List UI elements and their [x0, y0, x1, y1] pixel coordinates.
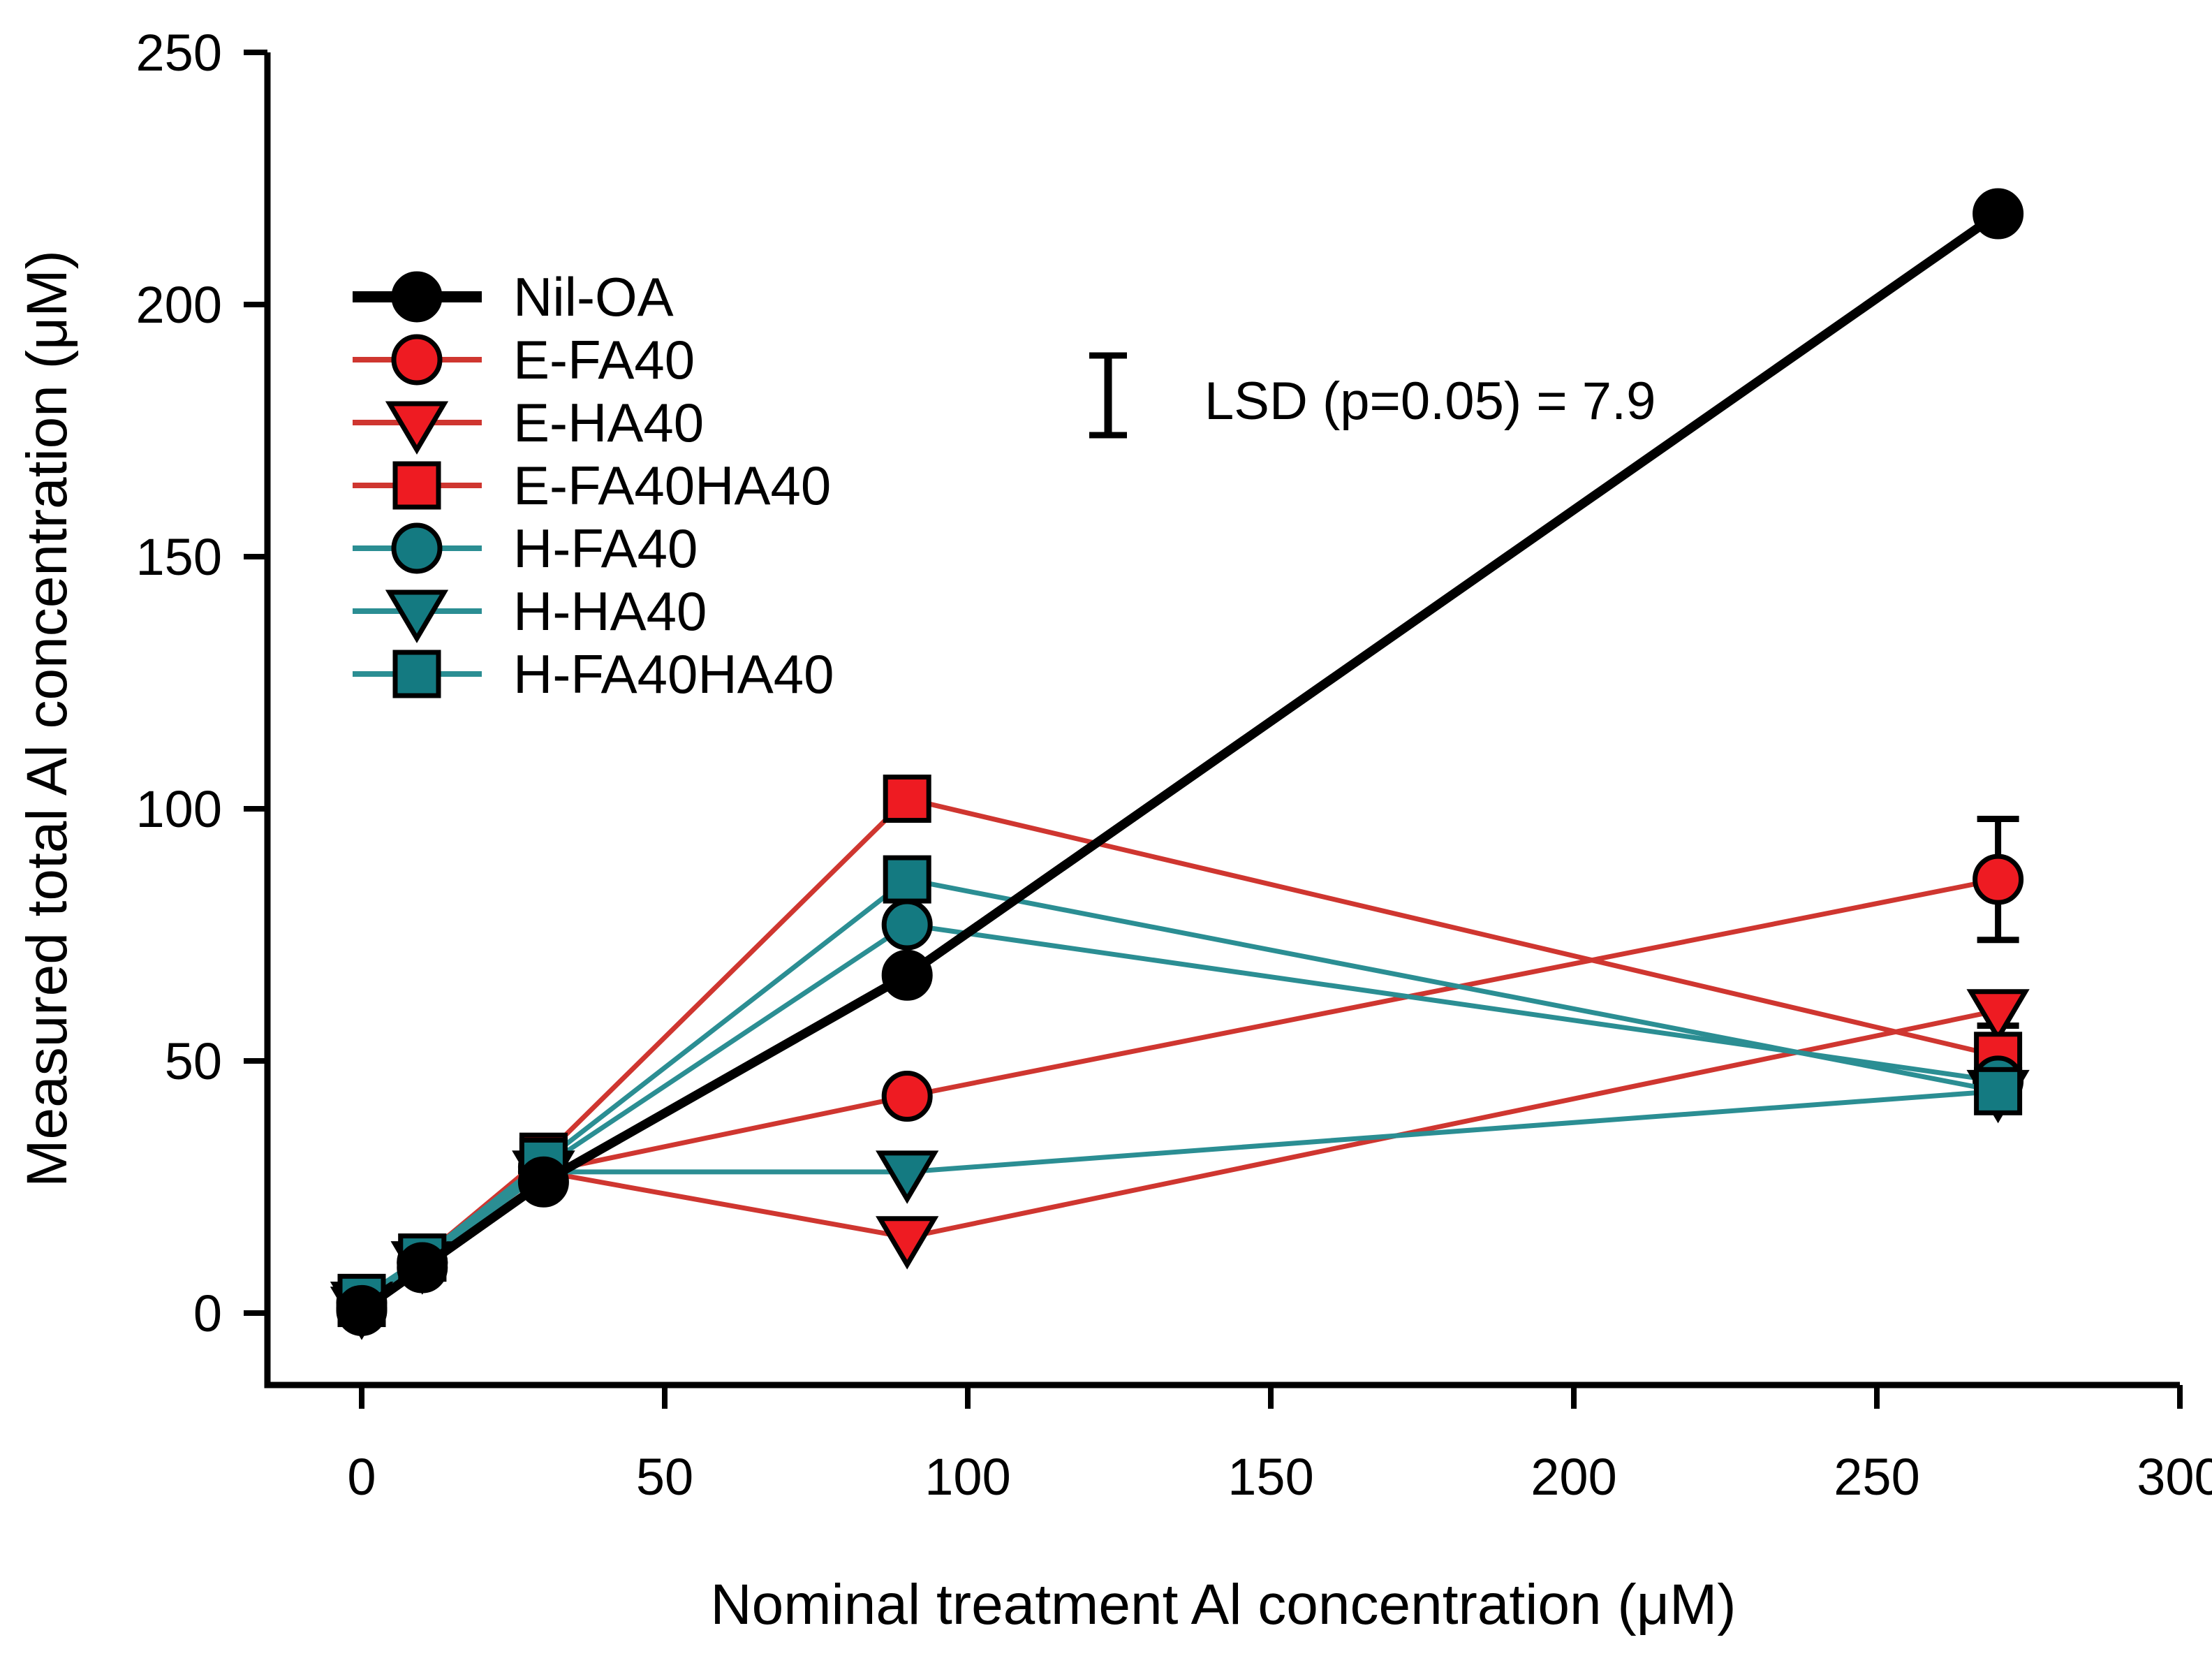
legend-label-Nil-OA: Nil-OA: [513, 266, 674, 328]
legend-item-H-HA40: H-HA40: [353, 580, 707, 643]
plot-series: [330, 188, 2030, 1340]
legend-label-H-FA40HA40: H-FA40HA40: [513, 643, 834, 705]
legend-marker-E-FA40HA40: [392, 461, 441, 510]
marker-Nil-OA-x10: [397, 1242, 448, 1294]
legend-label-H-FA40: H-FA40: [513, 518, 698, 579]
series-line-H-FA40HA40: [360, 877, 1999, 1300]
y-tick-label-150: 150: [136, 528, 222, 586]
x-axis-title: Nominal treatment Al concentration (μM): [710, 1573, 1736, 1636]
series-E-FA40: [336, 815, 2024, 1334]
marker-E-FA40-x90: [881, 1071, 933, 1122]
legend-label-E-FA40HA40: E-FA40HA40: [513, 455, 831, 516]
x-tick-label-100: 100: [924, 1448, 1010, 1506]
marker-H-FA40HA40-x270: [1974, 1067, 2023, 1115]
y-tick-label-250: 250: [136, 24, 222, 82]
y-tick-label-100: 100: [136, 780, 222, 838]
legend-item-Nil-OA: Nil-OA: [353, 266, 674, 328]
marker-E-FA40-x270: [1973, 853, 2024, 905]
legend-item-H-FA40HA40: H-FA40HA40: [353, 643, 834, 705]
legend-marker-H-FA40: [391, 522, 443, 574]
legend-item-H-FA40: H-FA40: [353, 518, 698, 579]
legend-marker-E-HA40: [385, 401, 449, 455]
x-tick-label-200: 200: [1531, 1448, 1616, 1506]
x-tick-label-0: 0: [347, 1448, 376, 1506]
legend-marker-H-HA40: [385, 589, 449, 643]
lsd-error-bar-glyph: [1089, 352, 1127, 439]
legend-marker-Nil-OA: [391, 271, 443, 323]
legend-marker-E-FA40: [391, 334, 443, 386]
marker-Nil-OA-x30: [517, 1156, 569, 1208]
y-tick-label-0: 0: [193, 1284, 222, 1342]
x-tick-label-300: 300: [2137, 1448, 2212, 1506]
marker-E-FA40HA40-x90: [883, 775, 931, 823]
axes-spines: [264, 52, 2180, 1388]
legend-item-E-HA40: E-HA40: [353, 392, 704, 455]
x-tick-label-150: 150: [1227, 1448, 1313, 1506]
axis-ticks: 0 50 100 150 200 250 300 0 50 100 150 200 250: [136, 24, 2212, 1506]
legend-label-E-HA40: E-HA40: [513, 392, 704, 453]
legend-label-E-FA40: E-FA40: [513, 329, 695, 390]
y-tick-label-200: 200: [136, 276, 222, 334]
y-axis-title: Measured total Al concentration (μM): [15, 250, 79, 1187]
legend: Nil-OAE-FA40E-HA40E-FA40HA40H-FA40H-HA40…: [353, 266, 834, 705]
marker-H-FA40HA40-x90: [883, 855, 931, 904]
series-E-FA40HA40: [337, 775, 2023, 1328]
lsd-annotation-text: LSD (p=0.05) = 7.9: [1204, 372, 1656, 431]
series-H-FA40: [336, 899, 2024, 1329]
marker-E-HA40-x90: [876, 1216, 939, 1270]
legend-marker-H-FA40HA40: [392, 650, 441, 698]
marker-Nil-OA-x0: [336, 1284, 388, 1336]
series-line-E-FA40HA40: [360, 796, 1999, 1305]
x-tick-label-50: 50: [636, 1448, 693, 1506]
marker-E-HA40-x270: [1966, 989, 2030, 1043]
marker-Nil-OA-x270: [1973, 188, 2024, 240]
legend-item-E-FA40: E-FA40: [353, 329, 695, 390]
series-Nil-OA: [336, 188, 2024, 1336]
legend-item-E-FA40HA40: E-FA40HA40: [353, 455, 831, 516]
legend-label-H-HA40: H-HA40: [513, 580, 707, 642]
marker-H-FA40-x90: [881, 899, 933, 951]
marker-Nil-OA-x90: [881, 949, 933, 1001]
y-tick-label-50: 50: [165, 1032, 222, 1090]
x-tick-label-250: 250: [1834, 1448, 1919, 1506]
lsd-annotation: LSD (p=0.05) = 7.9: [1089, 352, 1656, 439]
marker-H-HA40-x90: [876, 1150, 939, 1204]
